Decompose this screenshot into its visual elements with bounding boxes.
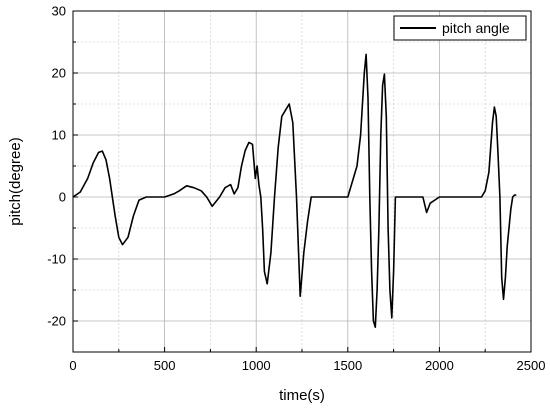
y-axis-title: pitch(degree) — [7, 137, 24, 225]
x-axis-title: time(s) — [279, 387, 325, 404]
x-tick-label: 2500 — [517, 358, 546, 373]
x-tick-label: 1000 — [242, 358, 271, 373]
grid-lines — [73, 11, 531, 352]
x-tick-labels: 0 500 1000 1500 2000 2500 — [69, 358, 545, 373]
series-line-pitch-angle — [72, 53, 517, 328]
axis-ticks — [72, 10, 532, 353]
y-tick-label: -10 — [47, 252, 66, 267]
y-tick-label: 20 — [52, 66, 66, 81]
legend: pitch angle — [393, 15, 527, 41]
legend-label-pitch-angle: pitch angle — [442, 20, 510, 36]
y-tick-label: -20 — [47, 314, 66, 329]
x-tick-label: 1500 — [333, 358, 362, 373]
x-tick-label: 500 — [154, 358, 176, 373]
y-tick-label: 30 — [52, 4, 66, 19]
x-tick-label: 2000 — [425, 358, 454, 373]
y-tick-labels: -20 -10 0 10 20 30 — [47, 4, 66, 329]
x-tick-label: 0 — [69, 358, 76, 373]
y-tick-label: 10 — [52, 128, 66, 143]
y-tick-label: 0 — [59, 190, 66, 205]
